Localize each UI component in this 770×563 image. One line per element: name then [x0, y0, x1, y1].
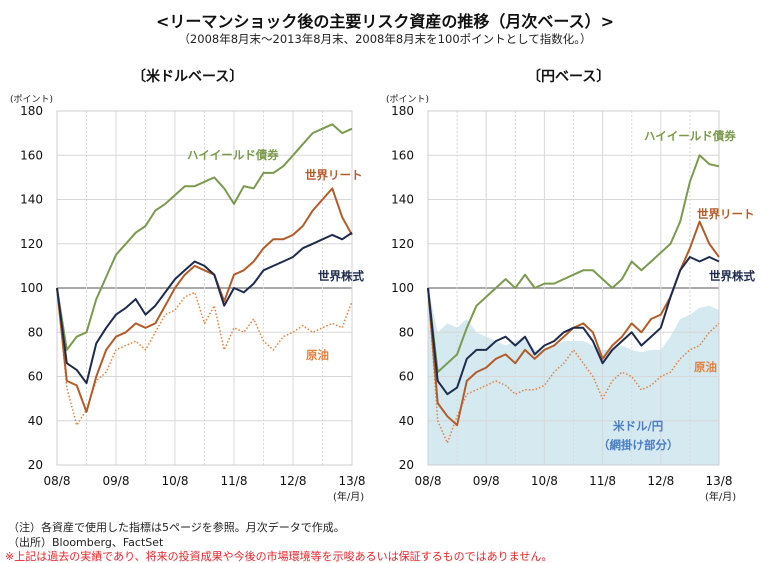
jpy-x-tick-label: 10/8 [531, 474, 558, 488]
usd-chart-title: 〔米ドルベース〕 [132, 69, 244, 85]
usd-x-tick-label: 09/8 [103, 474, 130, 488]
jpy-y-unit: (ポイント) [386, 95, 430, 105]
usd-y-tick-label: 40 [28, 414, 43, 428]
jpy-label-high-yield: ハイイールド債券 [644, 129, 736, 143]
usd-series-reit [56, 187, 353, 413]
usd-y-tick-label: 160 [20, 148, 43, 162]
jpy-x-unit: (年/月) [705, 492, 737, 503]
usd-y-unit: (ポイント) [10, 95, 54, 105]
usd-label-high-yield: ハイイールド債券 [187, 148, 279, 162]
usd-series-stocks [56, 231, 353, 385]
usd-label-reit: 世界リート [305, 168, 363, 182]
jpy-x-tick-label: 08/8 [415, 474, 442, 488]
usd-y-tick-label: 60 [28, 370, 43, 384]
usd-y-tick-label: 180 [20, 104, 43, 118]
jpy-y-tick-label: 20 [399, 458, 414, 472]
jpy-label-stocks: 世界株式 [709, 269, 755, 283]
usd-x-tick-label: 08/8 [44, 474, 71, 488]
usd-x-tick-label: 10/8 [162, 474, 189, 488]
jpy-label-oil: 原油 [694, 360, 717, 374]
usd-y-tick-label: 100 [20, 281, 43, 295]
usd-series-oil [56, 287, 353, 426]
jpy-chart-title: 〔円ベース〕 [527, 69, 611, 85]
jpy-series-stocks [427, 256, 720, 396]
jpy-chart: 20 40 60 80 100 120 140 160 180 08/8 09/8 10/8 11/8 1… [391, 104, 732, 488]
jpy-series-oil [427, 287, 720, 444]
jpy-y-tick-label: 40 [399, 414, 414, 428]
usd-label-stocks: 世界株式 [318, 269, 364, 283]
jpy-x-tick-label: 12/8 [647, 474, 674, 488]
jpy-x-tick-label: 13/8 [706, 474, 733, 488]
jpy-y-tick-label: 120 [391, 237, 414, 251]
jpy-x-tick-label: 11/8 [589, 474, 616, 488]
page-subtitle: （2008年8月末～2013年8月末、2008年8月末を100ポイントとして指数… [178, 32, 592, 46]
usd-y-tick-label: 140 [20, 193, 43, 207]
page-title: <リーマンショック後の主要リスク資産の推移（月次ベース）> [155, 12, 614, 31]
jpy-label-usdjpy: 米ドル/円 [613, 419, 664, 433]
footnote: （注）各資産で使用した指標は5ページを参照。月次データで作成。 [8, 521, 345, 534]
jpy-label-usdjpy-note: （網掛け部分） [598, 438, 679, 452]
usd-y-tick-label: 20 [28, 458, 43, 472]
disclaimer: ※上記は過去の実績であり、将来の投資成果や今後の市場環境等を示唆あるいは保証する… [5, 550, 553, 563]
usd-y-tick-label: 80 [28, 325, 43, 339]
usd-x-tick-label: 13/8 [339, 474, 366, 488]
jpy-y-tick-label: 180 [391, 104, 414, 118]
usd-x-unit: (年/月) [333, 492, 365, 503]
usd-x-tick-label: 11/8 [221, 474, 248, 488]
usd-y-tick-label: 120 [20, 237, 43, 251]
usd-x-tick-label: 12/8 [280, 474, 307, 488]
jpy-y-tick-label: 100 [391, 281, 414, 295]
jpy-x-tick-label: 09/8 [473, 474, 500, 488]
jpy-y-tick-label: 80 [399, 325, 414, 339]
jpy-label-reit: 世界リート [697, 207, 755, 221]
jpy-y-tick-label: 160 [391, 148, 414, 162]
jpy-series-high-yield [427, 154, 720, 374]
usd-series-high-yield [56, 123, 353, 351]
jpy-y-tick-label: 140 [391, 193, 414, 207]
usd-label-oil: 原油 [306, 348, 329, 362]
jpy-y-tick-label: 60 [399, 370, 414, 384]
source-note: （出所）Bloomberg、FactSet [8, 536, 164, 549]
usd-chart: 20 40 60 80 100 120 140 160 180 08/8 09/8 10/8 11/8 1… [20, 104, 365, 488]
